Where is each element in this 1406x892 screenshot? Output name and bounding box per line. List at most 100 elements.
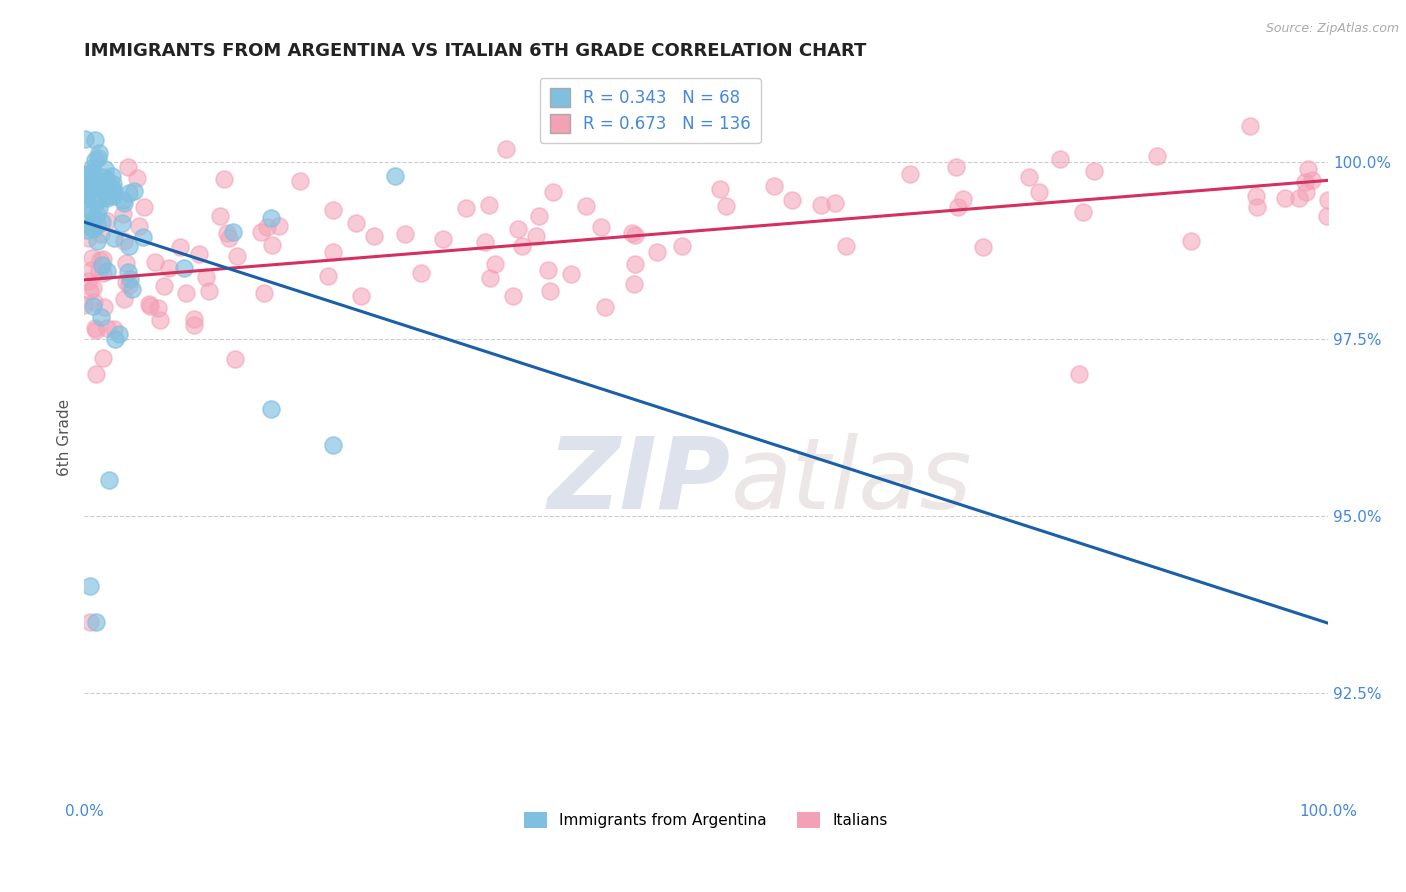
Point [834, 239, 856, 253]
Point [90, 310, 112, 324]
Point [97, 473, 120, 487]
Point [1244, 189, 1267, 203]
Point [96, 191, 118, 205]
Point [101, 189, 124, 203]
Point [112, 207, 135, 221]
Point [541, 186, 564, 200]
Point [173, 260, 195, 275]
Point [83, 194, 105, 208]
Point [114, 275, 136, 289]
Point [86, 234, 108, 248]
Point [89, 146, 111, 161]
Point [714, 199, 737, 213]
Point [101, 177, 124, 191]
Point [73, 298, 96, 312]
Y-axis label: 6th Grade: 6th Grade [58, 399, 72, 476]
Point [103, 322, 125, 336]
Point [1028, 185, 1050, 199]
Point [946, 200, 969, 214]
Point [671, 238, 693, 252]
Point [111, 193, 134, 207]
Point [157, 261, 180, 276]
Point [1296, 162, 1319, 177]
Point [73, 192, 96, 206]
Point [83, 295, 105, 310]
Point [253, 285, 276, 300]
Point [82, 161, 104, 175]
Point [118, 272, 141, 286]
Point [524, 229, 547, 244]
Point [1288, 191, 1310, 205]
Point [83, 153, 105, 167]
Point [90, 182, 112, 196]
Point [80, 219, 103, 233]
Point [1295, 185, 1317, 199]
Point [250, 226, 273, 240]
Point [79, 579, 101, 593]
Point [132, 200, 155, 214]
Point [86, 206, 108, 220]
Point [79, 184, 101, 198]
Point [80, 263, 103, 277]
Point [96, 214, 118, 228]
Point [77, 177, 100, 191]
Point [1049, 152, 1071, 166]
Point [208, 209, 231, 223]
Point [76, 231, 98, 245]
Point [117, 161, 139, 175]
Point [1316, 210, 1339, 224]
Point [1246, 200, 1268, 214]
Point [73, 168, 96, 182]
Point [762, 179, 785, 194]
Point [96, 264, 118, 278]
Point [575, 199, 598, 213]
Point [322, 203, 344, 218]
Point [93, 300, 115, 314]
Point [898, 167, 921, 181]
Point [409, 266, 432, 280]
Point [316, 269, 339, 284]
Point [139, 299, 162, 313]
Point [87, 264, 110, 278]
Point [94, 180, 117, 194]
Point [114, 255, 136, 269]
Point [91, 351, 114, 365]
Point [79, 166, 101, 180]
Point [82, 281, 104, 295]
Point [1294, 175, 1316, 189]
Point [288, 173, 311, 187]
Point [1146, 149, 1168, 163]
Point [76, 219, 98, 233]
Point [149, 313, 172, 327]
Point [478, 270, 501, 285]
Text: IMMIGRANTS FROM ARGENTINA VS ITALIAN 6TH GRADE CORRELATION CHART: IMMIGRANTS FROM ARGENTINA VS ITALIAN 6TH… [84, 42, 866, 60]
Point [1083, 163, 1105, 178]
Point [1071, 205, 1094, 219]
Point [121, 282, 143, 296]
Point [96, 172, 118, 186]
Point [810, 198, 832, 212]
Point [620, 226, 643, 240]
Point [322, 438, 344, 452]
Point [90, 258, 112, 272]
Point [124, 184, 146, 198]
Point [108, 327, 131, 342]
Point [148, 301, 170, 315]
Point [83, 133, 105, 147]
Point [93, 266, 115, 280]
Point [114, 293, 136, 307]
Point [93, 252, 115, 266]
Point [77, 274, 100, 288]
Point [344, 216, 367, 230]
Point [132, 229, 155, 244]
Point [537, 263, 560, 277]
Point [84, 320, 107, 334]
Point [484, 257, 506, 271]
Point [82, 174, 104, 188]
Point [104, 332, 127, 346]
Point [90, 227, 112, 241]
Point [1301, 173, 1323, 187]
Point [224, 351, 246, 366]
Point [510, 239, 533, 253]
Point [217, 226, 239, 240]
